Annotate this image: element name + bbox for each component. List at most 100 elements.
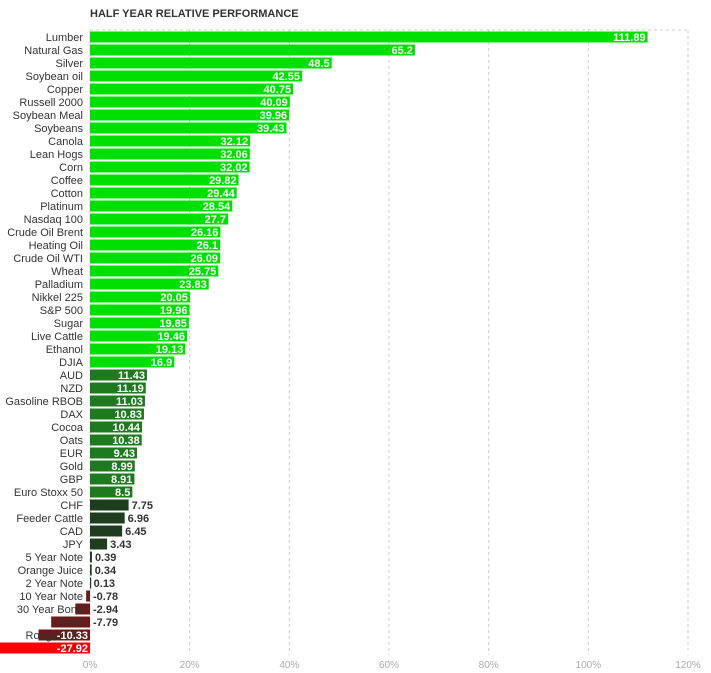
value-label: 26.1 [197, 240, 218, 252]
bar [90, 564, 92, 576]
category-label: USD [60, 617, 83, 629]
category-label: Live Cattle [31, 331, 83, 343]
value-label: 27.7 [205, 214, 226, 226]
value-label: 20.05 [160, 292, 188, 304]
category-label: Russell 2000 [19, 97, 83, 109]
value-label: 32.02 [220, 162, 248, 174]
value-label: -10.33 [57, 630, 88, 642]
category-label: 10 Year Note [19, 591, 83, 603]
bar [90, 226, 221, 238]
category-label: Palladium [35, 279, 83, 291]
category-label: Crude Oil Brent [7, 227, 83, 239]
bar [90, 174, 239, 186]
value-label: -2.94 [93, 604, 119, 616]
bar [90, 512, 125, 524]
value-label: 11.03 [116, 396, 143, 408]
value-label: 111.89 [613, 32, 645, 44]
category-label: AUD [60, 370, 83, 382]
value-label: 6.45 [125, 526, 146, 538]
bar [90, 499, 129, 511]
category-label: DJIA [59, 357, 84, 369]
x-tick-label: 40% [279, 660, 299, 671]
value-label: 32.06 [220, 149, 248, 161]
value-label: 9.43 [114, 448, 135, 460]
bar [90, 70, 303, 82]
value-label: 3.43 [110, 539, 131, 551]
bar [90, 434, 142, 446]
bar [90, 382, 146, 394]
bar [90, 395, 145, 407]
category-label: Orange Juice [18, 565, 83, 577]
value-label: 19.96 [160, 305, 188, 317]
category-label: 2 Year Note [26, 578, 84, 590]
bar [90, 31, 648, 43]
value-label: -27.92 [57, 643, 88, 655]
bar [90, 252, 221, 264]
category-label: Cocoa [51, 422, 84, 434]
bar [90, 44, 415, 56]
category-label: Euro Stoxx 50 [14, 487, 83, 499]
bar [90, 343, 186, 355]
value-label: 11.43 [118, 370, 145, 382]
value-label: 0.34 [95, 565, 117, 577]
value-label: 25.75 [189, 266, 217, 278]
x-tick-label: 20% [180, 660, 200, 671]
bar [90, 304, 190, 316]
category-label: Rough Rice [26, 630, 83, 642]
value-label: 29.82 [209, 175, 237, 187]
category-label: Soybean oil [26, 71, 84, 83]
bar [90, 135, 251, 147]
value-label: 42.55 [273, 71, 301, 83]
value-label: 48.5 [308, 58, 329, 70]
category-label: Wheat [51, 266, 83, 278]
value-label: 6.96 [128, 513, 149, 525]
bar [90, 330, 187, 342]
category-label: CHF [60, 500, 83, 512]
bar [90, 161, 250, 173]
value-label: 39.43 [257, 123, 285, 135]
x-tick-label: 100% [576, 660, 602, 671]
category-label: Soybeans [34, 123, 83, 135]
value-label: -0.78 [93, 591, 118, 603]
bar [90, 538, 108, 550]
category-label: Nasdaq 100 [24, 214, 83, 226]
bar [51, 616, 90, 628]
bar [90, 460, 135, 472]
chart-title: HALF YEAR RELATIVE PERFORMANCE [90, 8, 299, 20]
x-tick-label: 0% [83, 660, 98, 671]
bar [90, 486, 133, 498]
value-label: 29.44 [207, 188, 235, 200]
bar [0, 642, 91, 654]
value-label: -7.79 [93, 617, 118, 629]
bar [90, 96, 290, 108]
value-label: 40.09 [260, 97, 288, 109]
value-label: 11.19 [117, 383, 144, 395]
bar [90, 109, 290, 121]
category-label: Lumber [46, 32, 84, 44]
value-label: 0.39 [95, 552, 116, 564]
bar [90, 551, 92, 563]
category-label: VIX [65, 643, 83, 655]
category-label: 5 Year Note [26, 552, 84, 564]
category-label: EUR [60, 448, 83, 460]
bar [90, 213, 229, 225]
category-label: Cotton [51, 188, 83, 200]
x-tick-label: 60% [379, 660, 399, 671]
bar [90, 57, 332, 69]
category-label: Silver [55, 58, 83, 70]
category-label: Coffee [51, 175, 83, 187]
bar [90, 291, 190, 303]
bar [90, 148, 250, 160]
value-label: 19.13 [156, 344, 184, 356]
bar [90, 122, 287, 134]
category-label: Ethanol [46, 344, 83, 356]
value-label: 7.75 [132, 500, 153, 512]
category-label: Corn [59, 162, 83, 174]
category-label: Soybean Meal [13, 110, 83, 122]
category-label: JPY [63, 539, 84, 551]
category-label: Canola [48, 136, 84, 148]
bar [90, 577, 92, 589]
category-label: DAX [60, 409, 83, 421]
value-label: 0.13 [94, 578, 115, 590]
bar [90, 239, 221, 251]
